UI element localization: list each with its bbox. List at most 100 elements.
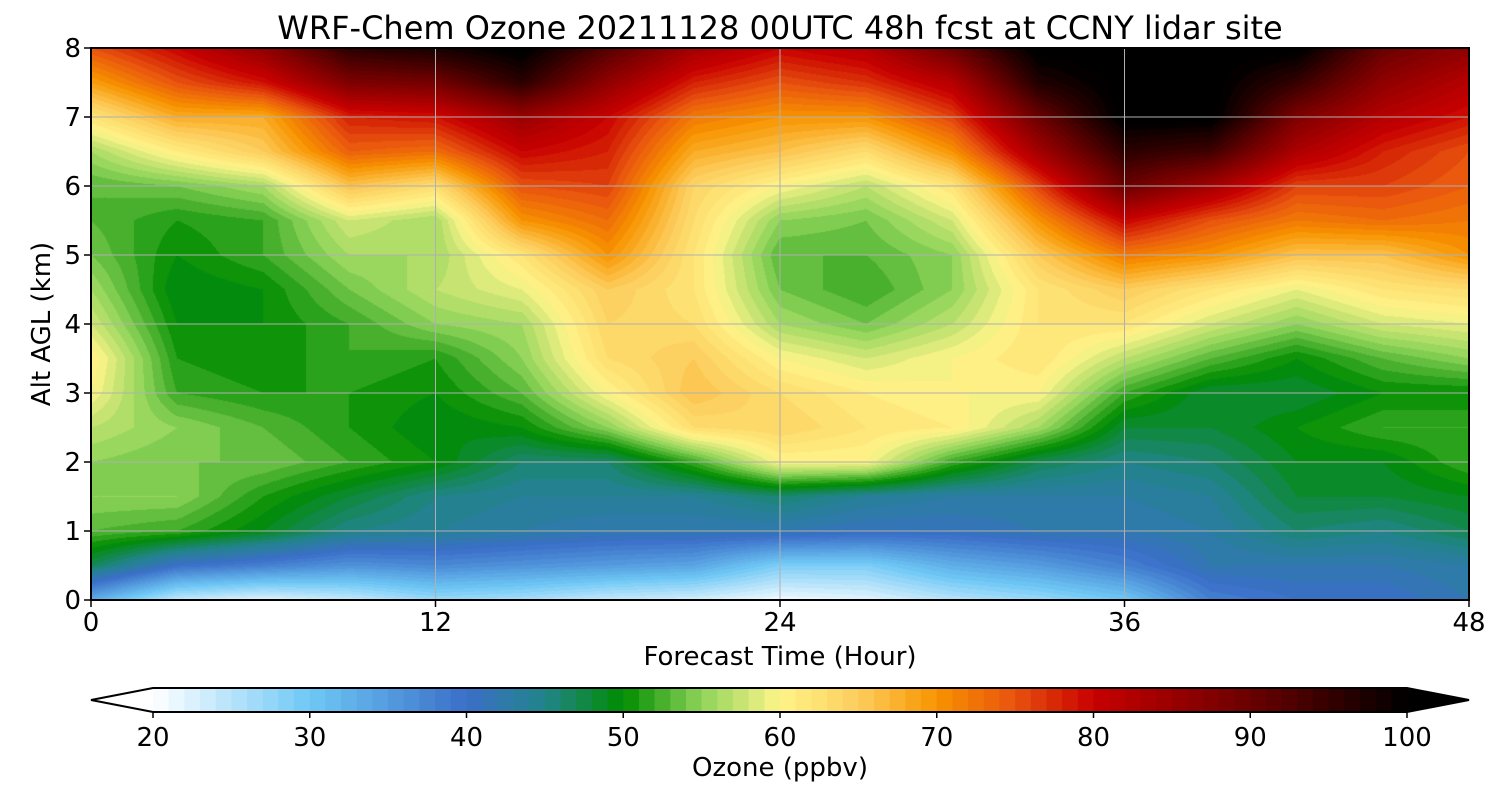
colorbar-swatch bbox=[623, 688, 640, 712]
colorbar-swatch bbox=[780, 688, 797, 712]
colorbar-swatch bbox=[999, 688, 1016, 712]
colorbar-swatch bbox=[827, 688, 844, 712]
colorbar-swatch bbox=[874, 688, 891, 712]
colorbar-swatch bbox=[1203, 688, 1220, 712]
colorbar-swatch bbox=[560, 688, 577, 712]
x-tick-label: 48 bbox=[1452, 608, 1485, 638]
colorbar-swatch bbox=[889, 688, 906, 712]
colorbar-swatch bbox=[968, 688, 985, 712]
colorbar-swatch bbox=[356, 688, 374, 712]
colorbar-swatch bbox=[701, 688, 718, 712]
colorbar-swatch bbox=[1359, 688, 1377, 712]
colorbar-tick-label: 70 bbox=[920, 723, 953, 753]
x-axis-label: Forecast Time (Hour) bbox=[643, 642, 916, 672]
colorbar-swatch bbox=[388, 688, 405, 712]
colorbar-swatch bbox=[1109, 688, 1126, 712]
colorbar-swatch bbox=[435, 688, 452, 712]
colorbar-swatch bbox=[732, 688, 750, 712]
colorbar-tick-label: 100 bbox=[1382, 723, 1432, 753]
colorbar-swatch bbox=[1297, 688, 1314, 712]
colorbar-swatch bbox=[215, 688, 232, 712]
y-tick-label: 0 bbox=[64, 586, 81, 616]
colorbar-swatch bbox=[1218, 688, 1236, 712]
colorbar-swatch bbox=[936, 688, 954, 712]
colorbar-swatch bbox=[1140, 688, 1157, 712]
colorbar-swatch bbox=[450, 688, 468, 712]
colorbar-swatch bbox=[748, 688, 765, 712]
x-axis-ticks: 0 12 24 36 48 bbox=[83, 600, 1486, 638]
colorbar: 20 30 40 50 60 70 80 90 100 bbox=[90, 687, 1470, 753]
colorbar-tick-label: 80 bbox=[1077, 723, 1110, 753]
colorbar-swatch bbox=[482, 688, 499, 712]
colorbar-swatch bbox=[466, 688, 483, 712]
colorbar-swatch bbox=[654, 688, 671, 712]
plot-area bbox=[90, 47, 1470, 601]
colorbar-swatch bbox=[262, 688, 279, 712]
x-tick-label: 24 bbox=[763, 608, 796, 638]
colorbar-swatch bbox=[1250, 688, 1267, 712]
colorbar-swatch bbox=[529, 688, 546, 712]
colorbar-swatch bbox=[1234, 688, 1251, 712]
colorbar-tick-label: 20 bbox=[136, 723, 169, 753]
colorbar-extend-max bbox=[1407, 688, 1469, 712]
colorbar-swatch bbox=[1312, 688, 1330, 712]
colorbar-swatch bbox=[921, 688, 938, 712]
y-tick-label: 2 bbox=[64, 448, 81, 478]
colorbar-swatch bbox=[952, 688, 969, 712]
colorbar-swatch bbox=[576, 688, 593, 712]
colorbar-tick-label: 40 bbox=[450, 723, 483, 753]
y-tick-label: 3 bbox=[64, 379, 81, 409]
y-tick-label: 1 bbox=[64, 517, 81, 547]
colorbar-swatch bbox=[1391, 688, 1408, 712]
colorbar-swatch bbox=[325, 688, 342, 712]
colorbar-swatch bbox=[153, 688, 170, 712]
colorbar-swatch bbox=[795, 688, 812, 712]
colorbar-swatch bbox=[1124, 688, 1142, 712]
colorbar-swatch bbox=[1265, 688, 1283, 712]
colorbar-swatch bbox=[294, 688, 311, 712]
colorbar-swatch bbox=[1030, 688, 1048, 712]
colorbar-swatch bbox=[685, 688, 703, 712]
colorbar-swatch bbox=[513, 688, 530, 712]
colorbar-swatch bbox=[403, 688, 421, 712]
colorbar-swatch bbox=[168, 688, 185, 712]
colorbar-swatch bbox=[764, 688, 781, 712]
y-axis-label: Alt AGL (km) bbox=[27, 242, 57, 406]
colorbar-swatch bbox=[184, 688, 201, 712]
colorbar-swatch bbox=[1375, 688, 1392, 712]
colorbar-swatch bbox=[309, 688, 327, 712]
colorbar-swatch bbox=[1328, 688, 1345, 712]
y-tick-label: 5 bbox=[64, 241, 81, 271]
x-tick-label: 12 bbox=[419, 608, 452, 638]
x-tick-label: 36 bbox=[1108, 608, 1141, 638]
colorbar-swatch bbox=[1062, 688, 1079, 712]
y-tick-label: 7 bbox=[64, 103, 81, 133]
colorbar-swatch bbox=[544, 688, 562, 712]
chart-title: WRF-Chem Ozone 20211128 00UTC 48h fcst a… bbox=[277, 9, 1282, 47]
colorbar-swatch bbox=[1187, 688, 1204, 712]
colorbar-swatch bbox=[1046, 688, 1063, 712]
colorbar-swatch bbox=[341, 688, 358, 712]
colorbar-swatch bbox=[1156, 688, 1173, 712]
y-tick-label: 4 bbox=[64, 310, 81, 340]
colorbar-swatch bbox=[1281, 688, 1298, 712]
colorbar-swatch bbox=[1344, 688, 1361, 712]
colorbar-swatch bbox=[905, 688, 922, 712]
grid-lines bbox=[91, 48, 1469, 600]
y-axis-ticks: 0 1 2 3 4 5 6 7 8 bbox=[64, 34, 91, 616]
colorbar-swatch bbox=[638, 688, 656, 712]
colorbar-swatch bbox=[200, 688, 217, 712]
colorbar-swatch bbox=[247, 688, 264, 712]
colorbar-swatch bbox=[842, 688, 859, 712]
colorbar-swatch bbox=[607, 688, 624, 712]
colorbar-swatch bbox=[1077, 688, 1095, 712]
y-tick-label: 8 bbox=[64, 34, 81, 64]
colorbar-swatch bbox=[1015, 688, 1032, 712]
colorbar-label: Ozone (ppbv) bbox=[692, 753, 868, 783]
colorbar-swatch bbox=[591, 688, 609, 712]
colorbar-swatch bbox=[811, 688, 828, 712]
x-tick-label: 0 bbox=[83, 608, 100, 638]
colorbar-tick-label: 50 bbox=[607, 723, 640, 753]
y-tick-label: 6 bbox=[64, 172, 81, 202]
